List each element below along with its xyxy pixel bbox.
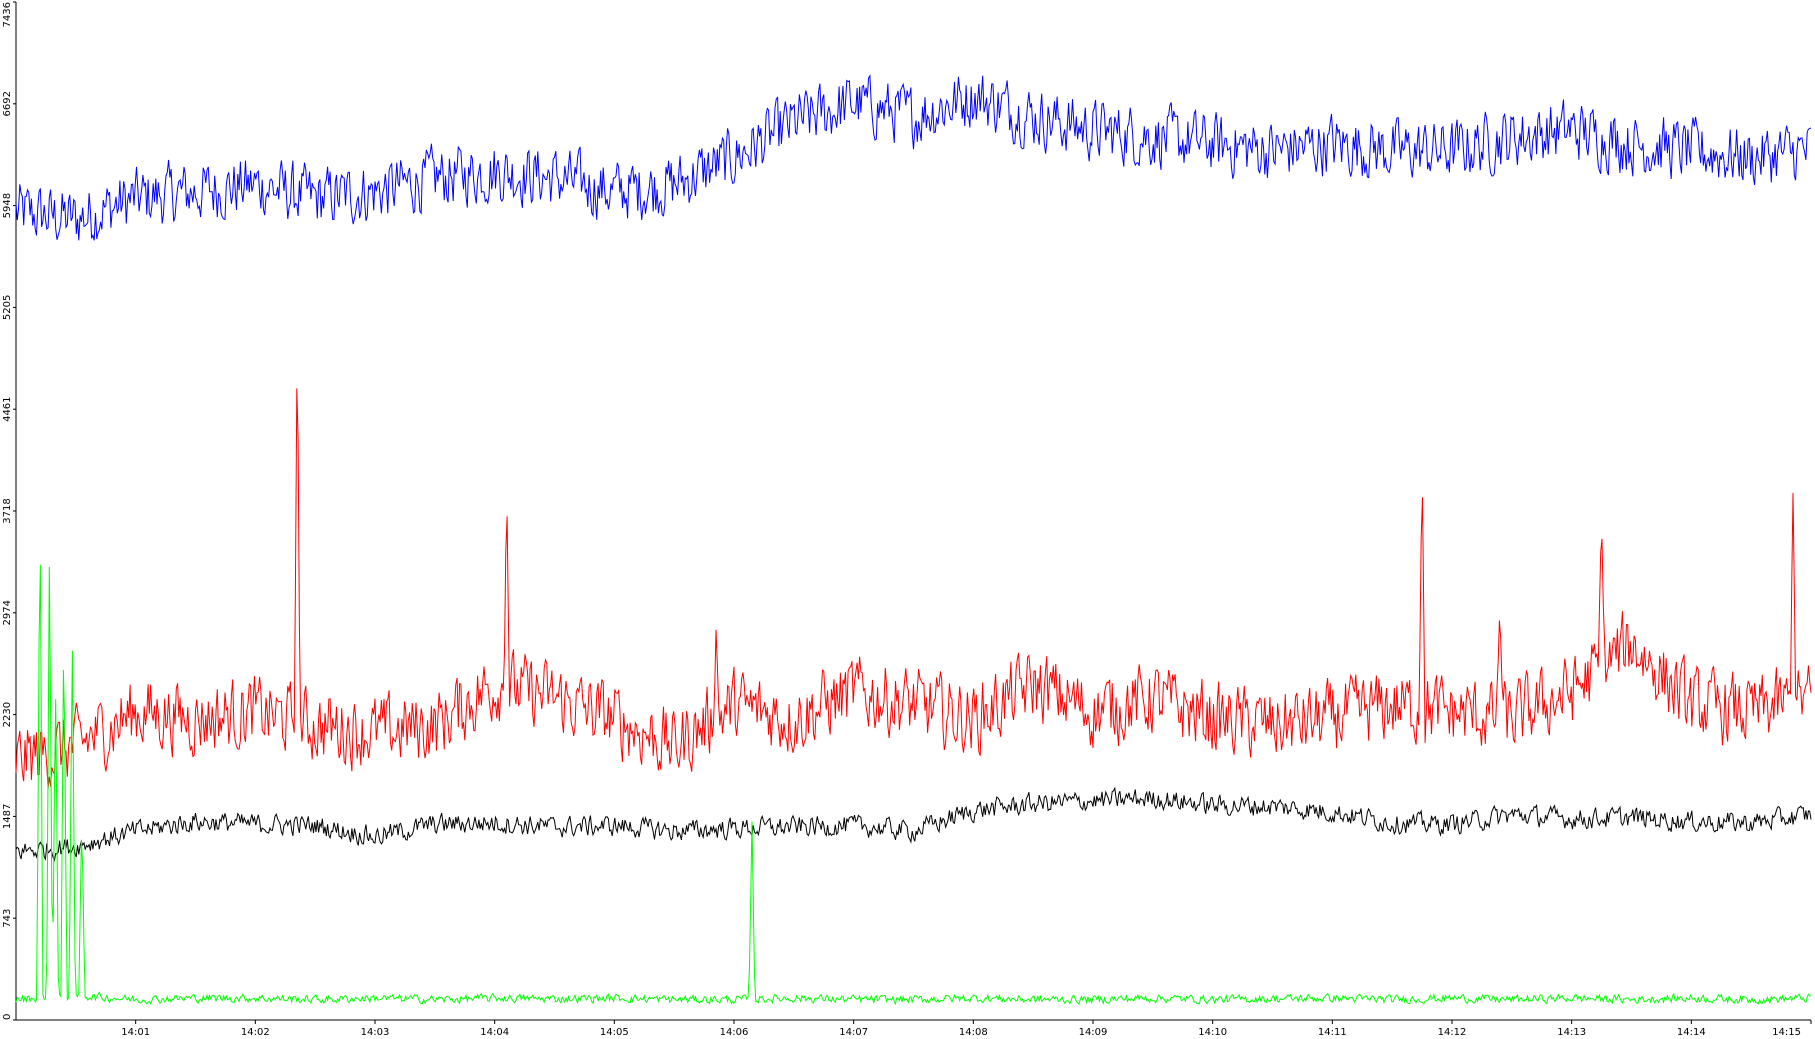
series-line-1 <box>15 74 1812 241</box>
x-axis: 14:01 14:02 14:03 14:04 14:05 14:06 14:07 14:08… <box>16 1019 1812 1038</box>
series-layer <box>15 74 1812 1006</box>
x-tick-label: 14:11 <box>1318 1027 1347 1038</box>
y-tick-label: 5948 <box>2 193 13 218</box>
x-tick-label: 14:06 <box>720 1027 749 1038</box>
y-tick-label: 4461 <box>2 396 13 421</box>
x-tick-label: 14:02 <box>241 1027 270 1038</box>
x-tick-label: 14:05 <box>600 1027 629 1038</box>
y-tick-label: 5205 <box>2 295 13 320</box>
x-tick-label: 14:15 <box>1772 1027 1801 1038</box>
x-tick-label: 14:14 <box>1677 1027 1706 1038</box>
x-tick-label: 14:03 <box>361 1027 390 1038</box>
x-tick-label: 14:07 <box>839 1027 868 1038</box>
y-tick-label: 2230 <box>2 702 13 727</box>
y-tick-label: 0 <box>2 1014 13 1020</box>
x-tick-label: 14:13 <box>1557 1027 1586 1038</box>
y-tick-label: 3718 <box>2 498 13 523</box>
x-tick-label: 14:12 <box>1438 1027 1467 1038</box>
series-line-2 <box>15 388 1812 789</box>
series-line-3 <box>15 786 1812 862</box>
y-tick-label: 7436 <box>2 2 13 27</box>
series-line-4 <box>15 564 1812 1006</box>
y-axis: 0 743 1487 2230 2974 3718 4461 5205 5948 6692 7436 <box>2 1 17 1021</box>
y-tick-label: 743 <box>2 909 13 928</box>
y-tick-label: 2974 <box>2 600 13 625</box>
x-tick-label: 14:01 <box>121 1027 150 1038</box>
x-tick-label: 14:10 <box>1198 1027 1227 1038</box>
x-tick-label: 14:08 <box>959 1027 988 1038</box>
x-tick-label: 14:09 <box>1079 1027 1108 1038</box>
y-tick-label: 1487 <box>2 804 13 829</box>
y-tick-label: 6692 <box>2 91 13 116</box>
x-tick-label: 14:04 <box>480 1027 509 1038</box>
